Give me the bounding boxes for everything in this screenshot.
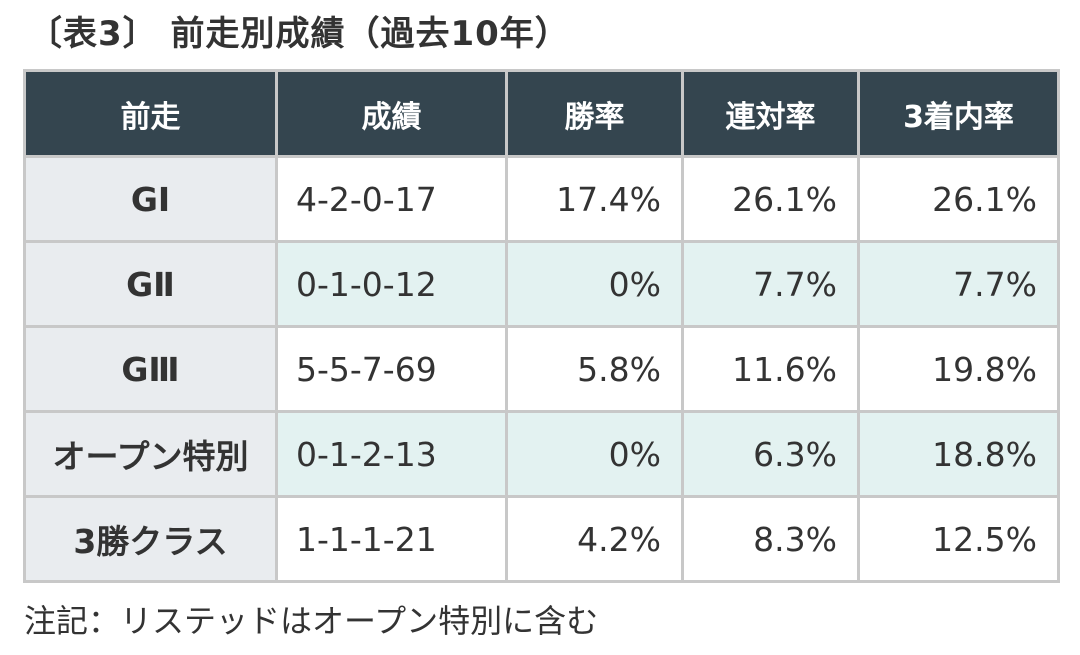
header-top2-rate: 連対率 bbox=[681, 69, 860, 158]
header-top3-rate: 3着内率 bbox=[857, 69, 1060, 158]
header-row: 前走 成績 勝率 連対率 3着内率 bbox=[23, 69, 1060, 158]
top2-rate-cell: 11.6% bbox=[681, 325, 860, 413]
top2-rate-cell: 6.3% bbox=[681, 410, 860, 498]
table-title: 〔表3〕 前走別成績（過去10年） bbox=[28, 14, 570, 54]
table-row: GⅡ 0-1-0-12 0% 7.7% 7.7% bbox=[23, 240, 1060, 328]
top2-rate-cell: 8.3% bbox=[681, 495, 860, 583]
top3-rate-cell: 19.8% bbox=[857, 325, 1060, 413]
win-rate-cell: 5.8% bbox=[505, 325, 684, 413]
win-rate-cell: 0% bbox=[505, 410, 684, 498]
win-rate-cell: 0% bbox=[505, 240, 684, 328]
top2-rate-cell: 7.7% bbox=[681, 240, 860, 328]
header-win-rate: 勝率 bbox=[505, 69, 684, 158]
footnote: 注記：リステッドはオープン特別に含む bbox=[24, 602, 599, 640]
top2-rate-cell: 26.1% bbox=[681, 155, 860, 243]
win-rate-cell: 17.4% bbox=[505, 155, 684, 243]
row-label: 3勝クラス bbox=[23, 495, 278, 583]
table-row: オープン特別 0-1-2-13 0% 6.3% 18.8% bbox=[23, 410, 1060, 498]
record-cell: 5-5-7-69 bbox=[275, 325, 508, 413]
record-cell: 4-2-0-17 bbox=[275, 155, 508, 243]
header-record: 成績 bbox=[275, 69, 508, 158]
row-label: GⅡ bbox=[23, 240, 278, 328]
row-label: GⅠ bbox=[23, 155, 278, 243]
top3-rate-cell: 12.5% bbox=[857, 495, 1060, 583]
row-label: オープン特別 bbox=[23, 410, 278, 498]
record-cell: 1-1-1-21 bbox=[275, 495, 508, 583]
table-row: GⅢ 5-5-7-69 5.8% 11.6% 19.8% bbox=[23, 325, 1060, 413]
record-cell: 0-1-2-13 bbox=[275, 410, 508, 498]
results-table: 前走 成績 勝率 連対率 3着内率 GⅠ 4-2-0-17 17.4% 26.1… bbox=[23, 69, 1060, 583]
header-previous-race: 前走 bbox=[23, 69, 278, 158]
top3-rate-cell: 7.7% bbox=[857, 240, 1060, 328]
win-rate-cell: 4.2% bbox=[505, 495, 684, 583]
record-cell: 0-1-0-12 bbox=[275, 240, 508, 328]
top3-rate-cell: 26.1% bbox=[857, 155, 1060, 243]
row-label: GⅢ bbox=[23, 325, 278, 413]
top3-rate-cell: 18.8% bbox=[857, 410, 1060, 498]
table-row: GⅠ 4-2-0-17 17.4% 26.1% 26.1% bbox=[23, 155, 1060, 243]
table-row: 3勝クラス 1-1-1-21 4.2% 8.3% 12.5% bbox=[23, 495, 1060, 583]
